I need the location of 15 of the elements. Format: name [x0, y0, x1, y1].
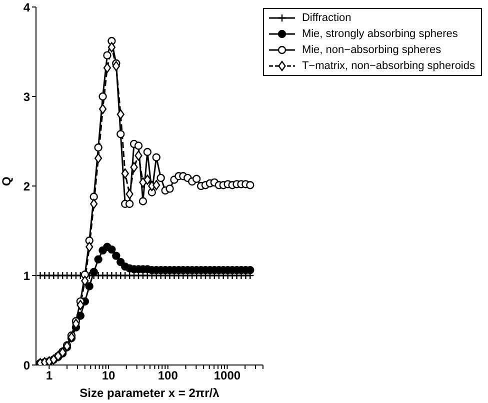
y-axis-title: Q — [0, 176, 14, 186]
y-tick-label: 0 — [23, 358, 30, 372]
legend-label: T−matrix, non−absorbing spheroids — [302, 60, 475, 72]
legend-label: Mie, strongly absorbing spheres — [302, 28, 458, 40]
y-tick-label: 4 — [23, 0, 30, 14]
x-axis-title: Size parameter x = 2πr/λ — [80, 386, 220, 400]
legend-label: Diffraction — [302, 12, 352, 24]
y-tick-label: 1 — [23, 268, 30, 283]
x-tick-label: 1 — [46, 368, 53, 383]
y-tick-label: 2 — [23, 179, 30, 194]
legend-label: Mie, non−absorbing spheres — [302, 44, 442, 56]
x-tick-label: 1000 — [214, 368, 241, 383]
x-tick-label: 10 — [102, 368, 116, 383]
y-tick-label: 3 — [23, 90, 30, 104]
x-tick-label: 100 — [158, 368, 178, 383]
